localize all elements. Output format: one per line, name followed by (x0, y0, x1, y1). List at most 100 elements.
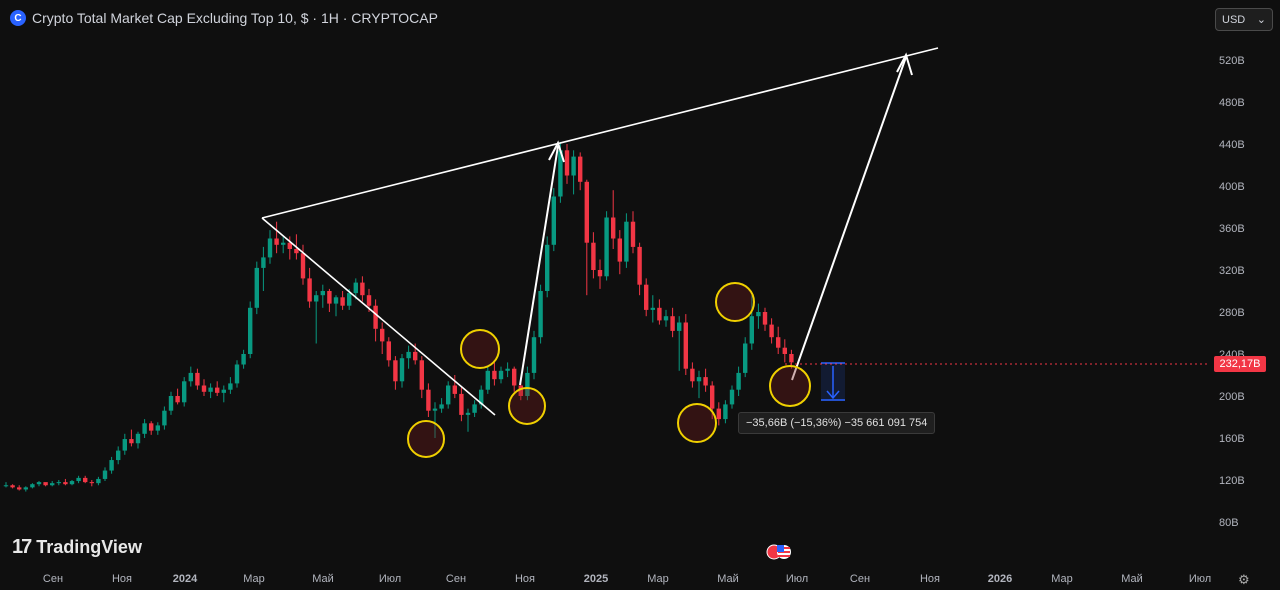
candle-body (43, 482, 48, 486)
y-tick-label: 320B (1219, 265, 1245, 277)
chevron-down-icon: ⌄ (1256, 14, 1266, 26)
candle-body (769, 324, 774, 338)
candle-body (373, 305, 378, 329)
candle-body (637, 246, 642, 285)
x-axis: Сен Ноя 2024 Мар Май Июл Сен Ноя 2025 Мар Май Июл Се… (43, 573, 1211, 585)
highlight-circle (407, 420, 445, 458)
candle-body (776, 337, 781, 348)
candle-body (360, 282, 365, 296)
candle-body (129, 439, 134, 444)
candle-body (663, 316, 669, 321)
candle-body (366, 295, 372, 306)
upper-trend-line (261, 47, 939, 219)
descending-trend-line (261, 217, 496, 416)
candle-body (611, 217, 616, 239)
y-axis: 80B120B160B200B240B280B320B360B400B440B4… (1219, 55, 1245, 529)
candle-body (221, 389, 226, 393)
candle-body (287, 242, 292, 249)
highlight-circle (677, 403, 717, 443)
y-tick-label: 520B (1219, 55, 1245, 67)
candle-body (578, 156, 583, 182)
candle-body (56, 482, 61, 484)
candle-body (677, 322, 682, 331)
candle-body (723, 404, 728, 420)
candle-body (604, 217, 609, 277)
candle-body (564, 150, 570, 176)
candle-body (142, 423, 147, 434)
x-tick-label: Мар (1051, 573, 1073, 585)
y-tick-label: 280B (1219, 307, 1245, 319)
x-tick-label: Сен (43, 573, 63, 585)
candle-body (492, 370, 497, 380)
candle-body (518, 385, 523, 396)
candle-body (386, 341, 391, 361)
candle-body (340, 297, 345, 306)
candle-body (135, 433, 141, 444)
candle-body (683, 322, 688, 369)
x-tick-label: 2026 (988, 573, 1012, 585)
candle-body (63, 482, 68, 485)
y-tick-label: 440B (1219, 139, 1245, 151)
gear-icon[interactable]: ⚙ (1238, 572, 1250, 587)
candle-body (432, 408, 438, 411)
x-tick-label: Май (1121, 573, 1143, 585)
candle-body (182, 381, 187, 403)
candle-body (525, 372, 530, 396)
candle-body (89, 482, 94, 484)
candle-body (380, 328, 385, 342)
candle-body (274, 238, 279, 245)
candle-body (3, 485, 9, 487)
candle-body (426, 389, 431, 411)
us-flag-icon[interactable] (766, 544, 792, 560)
tradingview-logo[interactable]: 17 TradingView (12, 536, 142, 559)
candle-body (353, 282, 358, 294)
candle-body (446, 385, 451, 405)
highlight-circle (715, 282, 755, 322)
candle-body (756, 312, 761, 317)
candle-body (624, 221, 629, 262)
projection-arrow-line (791, 56, 907, 381)
candle-body (208, 387, 213, 392)
currency-select[interactable]: USD ⌄ (1215, 8, 1273, 31)
candle-body (479, 389, 484, 405)
candle-body (399, 358, 405, 382)
candle-body (459, 393, 464, 415)
candle-body (314, 295, 319, 302)
candle-body (188, 372, 193, 382)
x-tick-label: Ноя (920, 573, 940, 585)
candle-body (76, 477, 81, 482)
candle-body (413, 351, 418, 361)
candle-body (320, 291, 325, 296)
x-tick-label: 2024 (173, 573, 198, 585)
candle-body (657, 307, 662, 321)
candle-body (195, 372, 200, 386)
candle-body (597, 270, 603, 277)
candle-body (281, 242, 286, 245)
highlight-circle (769, 365, 811, 407)
x-tick-label: Май (312, 573, 334, 585)
current-price-badge: 232,17B (1214, 356, 1266, 372)
y-tick-label: 80B (1219, 517, 1239, 529)
candle-body (155, 425, 160, 431)
candle-body (644, 284, 649, 310)
candle-body (83, 477, 88, 483)
candle-body (23, 487, 28, 490)
candle-body (327, 291, 332, 304)
candle-body (17, 487, 22, 490)
annotations-group (261, 47, 1210, 458)
candle-body (690, 368, 695, 382)
candle-body (729, 389, 735, 405)
candle-body (69, 481, 75, 485)
candle-body (485, 370, 490, 390)
x-tick-label: Ноя (112, 573, 132, 585)
candle-body (228, 383, 233, 390)
rally-arrow-head (548, 140, 565, 163)
candle-body (571, 156, 576, 176)
candle-body (498, 370, 504, 380)
x-tick-label: Мар (243, 573, 265, 585)
candle-body (116, 450, 121, 461)
candle-body (168, 396, 174, 411)
rally-arrow-line (519, 145, 559, 386)
highlight-circle (508, 387, 546, 425)
